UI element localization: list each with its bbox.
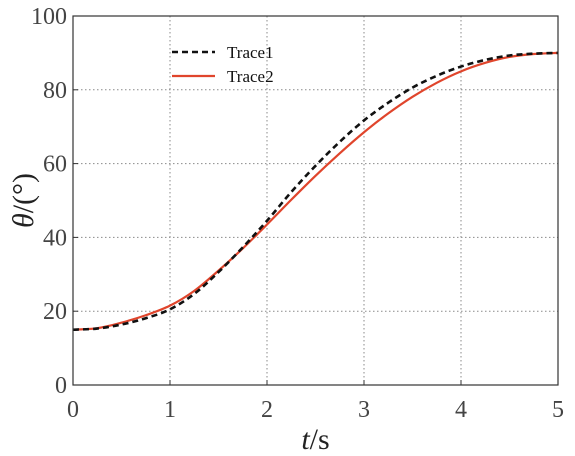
- y-tick-label: 40: [43, 225, 67, 251]
- series-line-trace2: [72, 51, 559, 331]
- x-axis-label: t/s: [301, 423, 329, 456]
- y-tick-label: 100: [31, 4, 67, 30]
- x-tick-label: 2: [261, 397, 273, 423]
- legend: Trace1 Trace2: [172, 43, 274, 86]
- legend-label-trace1: Trace1: [227, 43, 274, 62]
- x-axis-unit: /s: [310, 423, 330, 456]
- x-tick-label: 1: [164, 397, 176, 423]
- y-tick-label: 60: [43, 152, 67, 178]
- y-axis-variable: θ: [7, 213, 40, 228]
- x-tick-label: 3: [358, 397, 370, 423]
- y-axis-unit: /(°): [7, 173, 40, 213]
- y-tick-label: 0: [55, 373, 67, 399]
- x-tick-label: 5: [552, 397, 564, 423]
- y-axis-label: θ/(°): [7, 173, 40, 228]
- grid: [73, 16, 558, 385]
- plot-frame: [72, 15, 559, 386]
- y-tick-label: 20: [43, 299, 67, 325]
- series-line-trace1: [72, 51, 559, 331]
- legend-label-trace2: Trace2: [227, 67, 274, 86]
- series-layer: [72, 51, 559, 331]
- ticks: 0 1 2 3 4 5 0 20 40 60 80 100: [31, 4, 564, 423]
- y-tick-label: 80: [43, 78, 67, 104]
- x-tick-label: 0: [67, 397, 79, 423]
- x-tick-label: 4: [455, 397, 467, 423]
- x-axis-variable: t: [301, 423, 310, 456]
